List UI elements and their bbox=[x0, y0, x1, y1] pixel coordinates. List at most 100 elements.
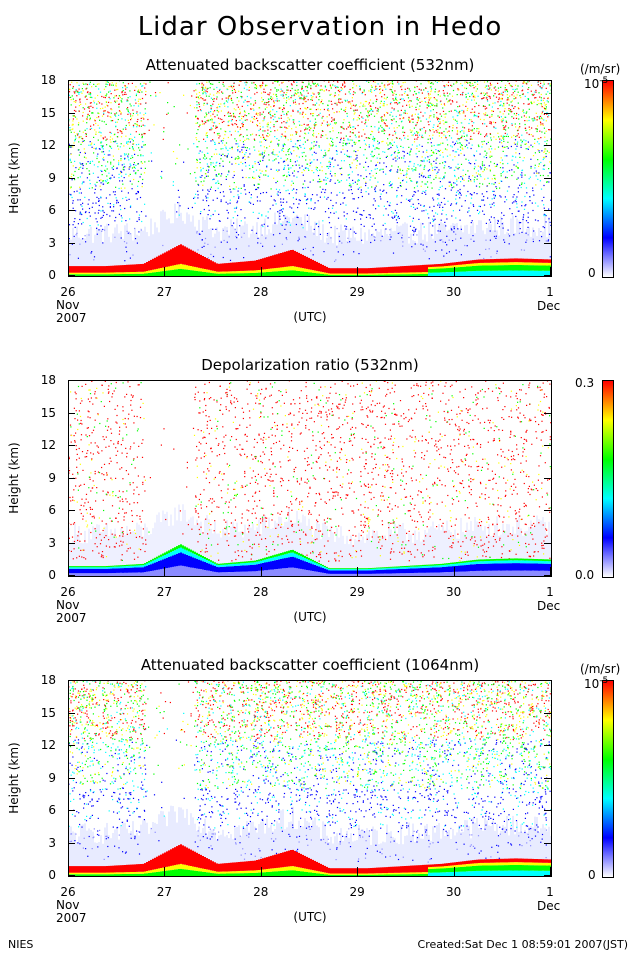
colorbar-min: 0 bbox=[588, 266, 596, 280]
x-tick-label: 30 bbox=[434, 885, 474, 899]
y-tick bbox=[68, 843, 75, 844]
x-tick bbox=[357, 567, 358, 577]
y-tick-label: 0 bbox=[30, 568, 56, 582]
y-tick bbox=[68, 210, 75, 211]
x-tick bbox=[261, 567, 262, 577]
y-tick-label: 6 bbox=[30, 503, 56, 517]
colorbar-max: 10-5 bbox=[584, 676, 608, 691]
x-axis-label: (UTC) bbox=[293, 910, 326, 924]
y-tick-label: 15 bbox=[30, 106, 56, 120]
y-tick bbox=[68, 875, 75, 876]
y-tick bbox=[68, 113, 75, 114]
x-tick bbox=[357, 267, 358, 277]
x-end-date-sub: Dec bbox=[537, 599, 560, 613]
x-tick-label: 30 bbox=[434, 285, 474, 299]
backscatter-1064-panel: Attenuated backscatter coefficient (1064… bbox=[0, 680, 640, 970]
y-tick bbox=[544, 745, 551, 746]
footer-created: Created:Sat Dec 1 08:59:01 2007(JST) bbox=[418, 938, 628, 951]
colorbar-min: 0.0 bbox=[575, 568, 594, 582]
y-tick bbox=[544, 478, 551, 479]
y-tick bbox=[544, 380, 551, 381]
colorbar-min: 0 bbox=[588, 868, 596, 882]
y-tick-label: 3 bbox=[30, 236, 56, 250]
x-tick bbox=[164, 267, 165, 277]
x-tick-label: 28 bbox=[241, 285, 281, 299]
colorbar bbox=[602, 680, 614, 878]
x-tick bbox=[454, 267, 455, 277]
x-tick-label: 28 bbox=[241, 585, 281, 599]
y-tick-label: 12 bbox=[30, 438, 56, 452]
y-tick bbox=[544, 543, 551, 544]
y-tick bbox=[544, 145, 551, 146]
y-axis-label: Height (km) bbox=[7, 142, 21, 213]
x-tick-label: 26 bbox=[48, 885, 88, 899]
panel-title: Depolarization ratio (532nm) bbox=[68, 356, 552, 374]
y-tick bbox=[68, 145, 75, 146]
y-tick-label: 18 bbox=[30, 673, 56, 687]
x-tick-label: 27 bbox=[144, 585, 184, 599]
y-tick-label: 12 bbox=[30, 138, 56, 152]
y-tick-label: 0 bbox=[30, 268, 56, 282]
y-tick-label: 6 bbox=[30, 803, 56, 817]
y-tick bbox=[68, 680, 75, 681]
y-tick bbox=[544, 510, 551, 511]
colorbar-unit: (/m/sr) bbox=[580, 662, 620, 676]
y-tick-label: 18 bbox=[30, 73, 56, 87]
y-tick bbox=[544, 778, 551, 779]
x-end-date-sub: Dec bbox=[537, 299, 560, 313]
colorbar bbox=[602, 380, 614, 578]
x-tick-label: 28 bbox=[241, 885, 281, 899]
x-tick bbox=[261, 867, 262, 877]
y-tick bbox=[68, 543, 75, 544]
y-tick bbox=[544, 843, 551, 844]
x-tick-label: 27 bbox=[144, 285, 184, 299]
y-tick bbox=[68, 275, 75, 276]
y-tick bbox=[68, 778, 75, 779]
y-tick bbox=[544, 413, 551, 414]
y-tick bbox=[544, 445, 551, 446]
footer-org: NIES bbox=[8, 938, 33, 951]
y-axis-label: Height (km) bbox=[7, 442, 21, 513]
y-tick-label: 0 bbox=[30, 868, 56, 882]
x-tick bbox=[164, 867, 165, 877]
y-tick bbox=[544, 713, 551, 714]
depolarization-panel: Depolarization ratio (532nm) Height (km)… bbox=[0, 380, 640, 670]
y-tick bbox=[68, 178, 75, 179]
y-tick bbox=[544, 210, 551, 211]
x-tick-label: 30 bbox=[434, 585, 474, 599]
x-tick bbox=[550, 867, 551, 877]
x-tick bbox=[550, 267, 551, 277]
y-tick-label: 6 bbox=[30, 203, 56, 217]
y-tick-label: 15 bbox=[30, 406, 56, 420]
colorbar-max: 10-5 bbox=[584, 76, 608, 91]
y-tick-label: 9 bbox=[30, 171, 56, 185]
x-tick bbox=[68, 267, 69, 277]
plot-area bbox=[68, 80, 552, 277]
y-tick bbox=[544, 113, 551, 114]
y-tick bbox=[544, 80, 551, 81]
y-tick bbox=[544, 178, 551, 179]
y-tick-label: 15 bbox=[30, 706, 56, 720]
plot-area bbox=[68, 680, 552, 877]
x-axis-label: (UTC) bbox=[293, 610, 326, 624]
x-tick-label: 1 bbox=[530, 885, 570, 899]
y-tick-label: 9 bbox=[30, 471, 56, 485]
x-tick-label: 1 bbox=[530, 285, 570, 299]
y-tick bbox=[68, 713, 75, 714]
x-axis-label: (UTC) bbox=[293, 310, 326, 324]
y-tick bbox=[68, 510, 75, 511]
panel-title: Attenuated backscatter coefficient (532n… bbox=[68, 56, 552, 74]
backscatter-532-panel: Attenuated backscatter coefficient (532n… bbox=[0, 80, 640, 370]
y-tick bbox=[68, 380, 75, 381]
x-tick bbox=[550, 567, 551, 577]
y-tick bbox=[68, 445, 75, 446]
x-tick bbox=[261, 267, 262, 277]
x-tick bbox=[454, 567, 455, 577]
y-tick bbox=[544, 243, 551, 244]
x-tick-label: 27 bbox=[144, 885, 184, 899]
page-title: Lidar Observation in Hedo bbox=[0, 12, 640, 42]
x-tick-label: 29 bbox=[337, 885, 377, 899]
y-tick-label: 18 bbox=[30, 373, 56, 387]
